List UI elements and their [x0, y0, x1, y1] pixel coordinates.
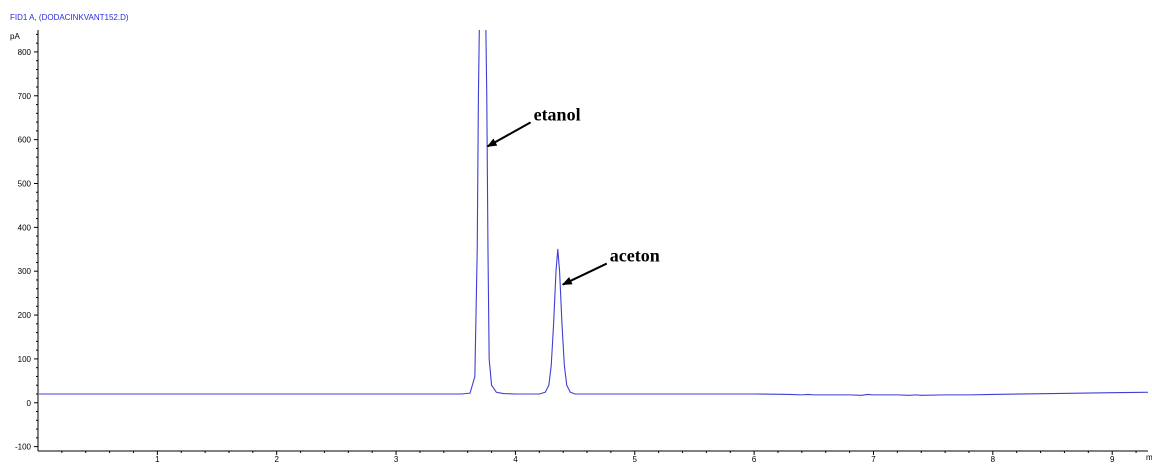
- x-tick-label: 1: [155, 455, 160, 464]
- x-tick-label: 2: [274, 455, 279, 464]
- x-tick-label: 8: [991, 455, 996, 464]
- y-tick-label: 200: [18, 311, 32, 320]
- chart-title: FID1 A, (DODACINKVANT152.D): [10, 13, 129, 22]
- y-tick-label: 300: [18, 267, 32, 276]
- x-axis-unit-label: m: [1146, 453, 1152, 462]
- y-tick-label: 600: [18, 136, 32, 145]
- y-tick-label: -100: [15, 443, 32, 452]
- y-tick-label: 0: [27, 399, 32, 408]
- x-tick-label: 7: [871, 455, 876, 464]
- annotation-arrow: [486, 121, 532, 148]
- annotation-label: aceton: [610, 246, 660, 266]
- y-tick-label: 100: [18, 355, 32, 364]
- annotation-label: etanol: [534, 104, 581, 124]
- x-tick-label: 5: [633, 455, 638, 464]
- y-axis-unit-label: pA: [10, 32, 20, 41]
- annotation-layer: etanol aceton: [486, 104, 660, 286]
- y-tick-label: 700: [18, 92, 32, 101]
- y-tick-label: 800: [18, 48, 32, 57]
- x-tick-label: 9: [1110, 455, 1115, 464]
- annotation-arrow: [561, 262, 608, 286]
- axes-layer: -100 0 100 200 300 400 500 600 700 800 1 2 3 4 5 6 7 8 9: [15, 30, 1148, 464]
- y-tick-label: 500: [18, 179, 32, 188]
- series-layer: [39, 30, 1149, 396]
- x-tick-label: 3: [394, 455, 399, 464]
- x-tick-label: 4: [513, 455, 518, 464]
- x-tick-label: 6: [752, 455, 757, 464]
- y-tick-label: 400: [18, 223, 32, 232]
- chromatogram-series-line: [39, 30, 1149, 396]
